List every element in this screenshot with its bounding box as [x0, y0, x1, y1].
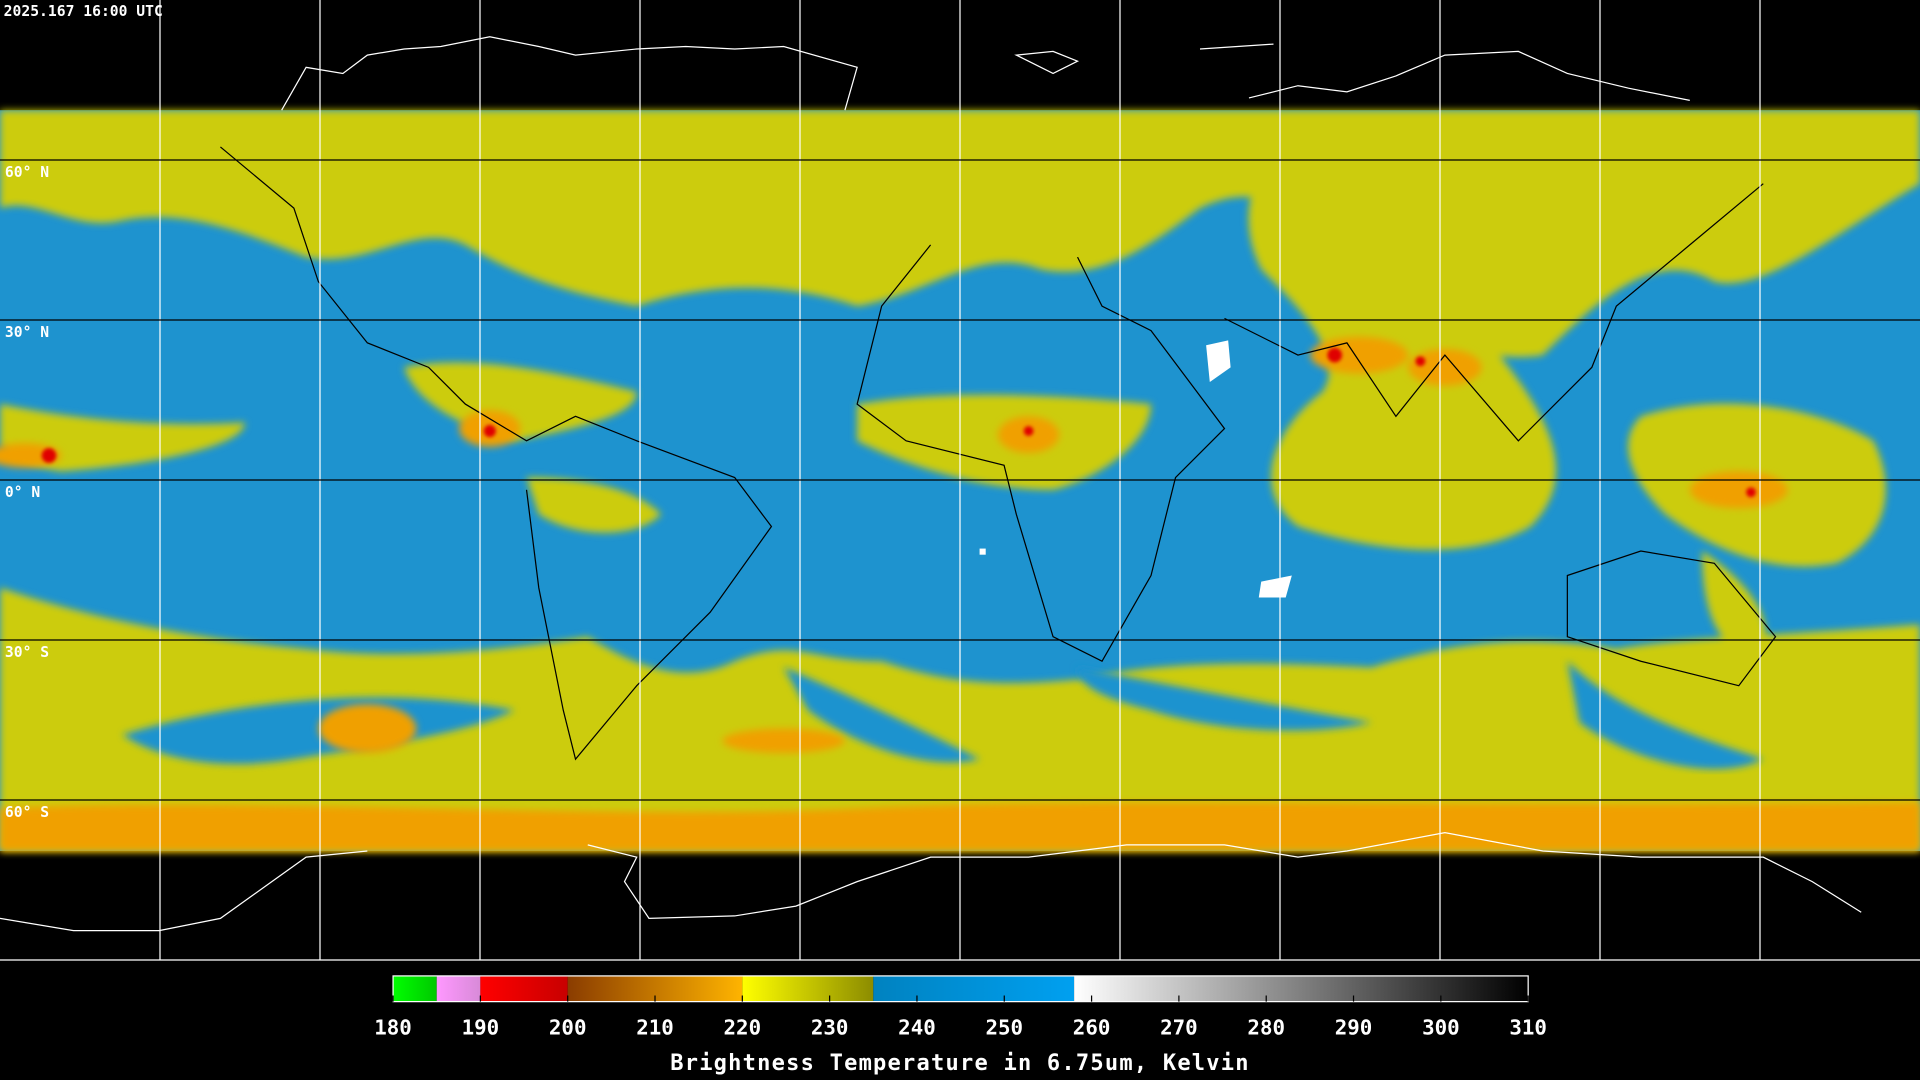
- colorbar-segment: [1074, 975, 1529, 1002]
- colorbar-tick-label: 200: [549, 1016, 587, 1040]
- continent-outlines: [220, 146, 1777, 761]
- colorbar-tick-label: 270: [1160, 1016, 1198, 1040]
- colorbar-tick-label: 280: [1247, 1016, 1285, 1040]
- colorbar-frame: [392, 975, 1529, 1003]
- moist-tongues: [122, 661, 1764, 770]
- colorbar-tick-label: 300: [1422, 1016, 1460, 1040]
- colorbar-segment: [742, 975, 874, 1002]
- colorbar-segment: [393, 975, 437, 1002]
- colorbar-tick-label: 260: [1073, 1016, 1111, 1040]
- colorbar-tick-label: 230: [811, 1016, 849, 1040]
- colorbar-title: Brightness Temperature in 6.75um, Kelvin: [670, 1051, 1250, 1076]
- colorbar-segment: [480, 975, 568, 1002]
- arctic-islands: [1014, 43, 1690, 102]
- lat-label: 60° S: [5, 804, 49, 821]
- colorbar: 180 190 200 210 220 230 240 250 260 270 280 290 300 3…: [374, 975, 1547, 1040]
- colorbar-tick-label: 250: [985, 1016, 1023, 1040]
- colorbar-segment: [436, 975, 481, 1002]
- colorbar-tick-label: 240: [898, 1016, 936, 1040]
- lat-label: 30° N: [5, 324, 49, 341]
- deep-convection: [41, 347, 1756, 498]
- lat-label: 30° S: [5, 644, 49, 661]
- graticule: [0, 0, 1920, 961]
- timestamp: 2025.167 16:00 UTC: [4, 3, 163, 20]
- coastlines: [0, 36, 1862, 932]
- lat-label: 0° N: [5, 484, 40, 501]
- colorbar-tick-label: 180: [374, 1016, 412, 1040]
- colorbar-tick-label: 210: [636, 1016, 674, 1040]
- colorbar-tick-label: 310: [1509, 1016, 1547, 1040]
- colorbar-tick-label: 290: [1335, 1016, 1373, 1040]
- warm-dry-spots: [979, 340, 1292, 598]
- lat-labels: 60° N 30° N 0° N 30° S 60° S: [5, 164, 49, 821]
- arctic-coast: [281, 36, 858, 111]
- antarctic-coast: [0, 832, 1862, 932]
- lat-label: 60° N: [5, 164, 49, 181]
- colorbar-tick-label: 220: [724, 1016, 762, 1040]
- colorbar-tick-label: 190: [462, 1016, 500, 1040]
- colorbar-segment: [873, 975, 1075, 1002]
